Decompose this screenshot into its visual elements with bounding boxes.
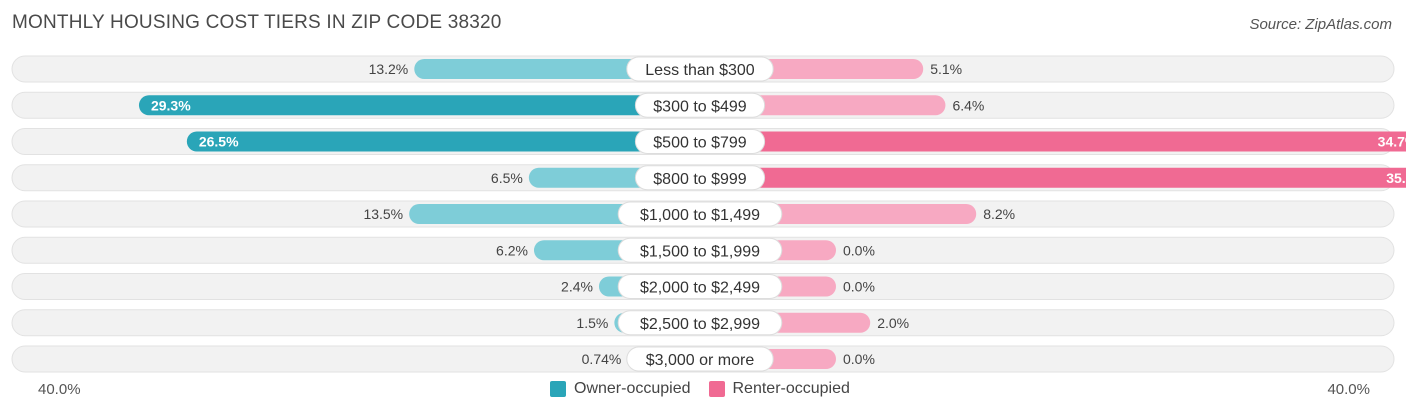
legend-swatch-renter [708,381,725,397]
category-pill [617,310,783,336]
category-label: $500 to $799 [653,135,747,152]
owner-value-label: 13.2% [369,61,409,77]
renter-value-label: 0.0% [843,351,875,367]
chart-title: MONTHLY HOUSING COST TIERS IN ZIP CODE 3… [12,12,502,33]
category-pill [626,56,774,82]
renter-value-label: 0.0% [843,242,875,258]
category-label: $300 to $499 [653,98,747,115]
category-pill [634,165,766,191]
chart-source: Source: ZipAtlas.com [1249,16,1392,33]
legend-item-owner: Owner-occupied [550,380,691,398]
renter-value-label: 34.7% [1378,134,1406,150]
owner-value-label: 6.2% [496,242,528,258]
legend-swatch-owner [550,381,566,397]
legend: Owner-occupied Renter-occupied [550,380,868,398]
category-label: Less than $300 [645,62,755,79]
owner-value-label: 2.4% [561,279,593,295]
category-label: $2,500 to $2,999 [640,316,760,333]
legend-label-renter: Renter-occupied [732,380,850,397]
owner-value-label: 26.5% [199,134,239,150]
renter-value-label: 0.0% [843,279,875,295]
owner-value-label: 1.5% [576,315,608,331]
owner-bar [186,131,701,152]
renter-value-label: 6.4% [952,97,984,113]
category-pill [617,237,783,263]
owner-value-label: 0.74% [582,351,622,367]
category-label: $2,000 to $2,499 [640,280,760,297]
renter-value-label: 5.1% [930,61,962,77]
renter-bar [700,167,1406,188]
category-pill [634,129,766,154]
renter-value-label: 8.2% [983,206,1015,222]
legend-item-renter: Renter-occupied [708,380,850,398]
owner-value-label: 13.5% [363,206,403,222]
owner-value-label: 6.5% [491,170,523,186]
renter-value-label: 2.0% [877,315,909,331]
category-pill [617,274,783,299]
category-pill [634,92,766,118]
renter-value-label: 35.2% [1386,170,1406,186]
category-pill [626,346,774,372]
owner-bar [138,95,701,116]
category-label: $1,500 to $1,999 [640,243,760,260]
renter-bar [700,131,1406,152]
axis-right-label: 40.0% [1327,381,1370,398]
category-label: $800 to $999 [653,171,747,188]
category-label: $3,000 or more [646,352,755,369]
category-pill [617,201,783,227]
owner-value-label: 29.3% [151,97,191,113]
axis-left-label: 40.0% [38,381,81,398]
category-label: $1,000 to $1,499 [640,207,760,224]
legend-label-owner: Owner-occupied [574,380,691,397]
